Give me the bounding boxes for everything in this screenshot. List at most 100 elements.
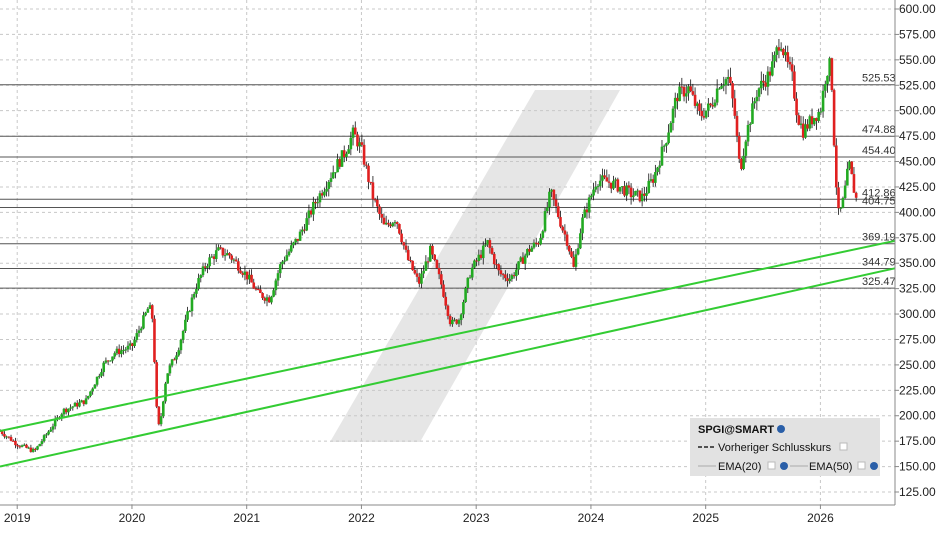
trendlines [0, 239, 896, 468]
candle-down [504, 274, 507, 279]
candle-down [239, 270, 242, 274]
candle-up [91, 388, 94, 392]
candle-down [362, 144, 366, 165]
candle-up [848, 161, 851, 169]
ema20-globe-icon[interactable] [780, 462, 788, 470]
candle-up [766, 71, 770, 87]
candle-down [643, 193, 646, 196]
candle-up [583, 209, 587, 218]
candle-down [64, 408, 68, 413]
candle-down [609, 182, 613, 189]
candle-down [150, 305, 154, 319]
candle-up [598, 180, 602, 187]
candle-down [815, 117, 818, 121]
candle-down [475, 260, 478, 262]
candle-down [417, 276, 421, 284]
candle-up [543, 211, 547, 232]
level-label: 454.40 [862, 145, 896, 157]
candle-up [270, 296, 273, 303]
candle-up [188, 311, 192, 313]
y-axis: 125.00 150.00 175.00 200.00 225.00 250.00 275.… [895, 2, 936, 499]
candle-down [852, 174, 856, 193]
candle-up [62, 408, 66, 415]
candle-down [506, 278, 509, 282]
candle-up [548, 191, 551, 208]
candle-up [336, 159, 339, 173]
candle-down [25, 444, 28, 448]
candle-down [230, 255, 233, 260]
ema50-globe-icon[interactable] [870, 462, 878, 470]
prev-close-checkbox-icon[interactable] [839, 442, 848, 451]
candle-down [698, 103, 701, 111]
candle-down [790, 64, 794, 72]
candle-down [435, 260, 439, 268]
candle-up [391, 223, 395, 227]
candle-up [139, 328, 143, 331]
candle-up [722, 85, 726, 87]
candle-down [245, 271, 249, 280]
candle-up [210, 256, 214, 258]
candle-up [248, 274, 251, 280]
candle-up [199, 275, 203, 278]
y-tick-label: 575.00 [899, 27, 936, 41]
candle-down [795, 98, 798, 116]
ema20-checkbox-icon[interactable] [767, 461, 776, 470]
candle-down [768, 71, 772, 76]
candle-down [616, 179, 620, 192]
candle-up [97, 375, 101, 377]
candle-down [219, 247, 222, 249]
candle-up [334, 172, 337, 174]
candle-up [281, 261, 284, 265]
candle-down [7, 436, 11, 438]
candle-up [581, 217, 584, 234]
candle-up [517, 261, 520, 270]
candle-down [565, 234, 569, 246]
candle-down [497, 264, 500, 271]
candle-down [651, 179, 655, 183]
candle-up [684, 93, 688, 97]
x-tick-label: 2022 [348, 511, 375, 525]
x-tick-label: 2024 [578, 511, 605, 525]
candle-down [806, 124, 809, 129]
candle-up [819, 111, 823, 113]
candle-up [669, 123, 673, 133]
candle-up [707, 103, 710, 111]
ema50-checkbox-icon[interactable] [857, 461, 866, 470]
y-tick-label: 600.00 [899, 2, 936, 16]
candle-down [488, 240, 492, 248]
candle-up [751, 103, 754, 124]
level-label: 404.75 [862, 196, 896, 208]
candle-up [486, 240, 489, 245]
candle-down [155, 362, 158, 407]
candle-up [620, 186, 624, 188]
legend-ema20: EMA(20) [718, 461, 761, 473]
candle-up [345, 153, 348, 158]
candle-down [490, 247, 494, 254]
candle-up [53, 419, 57, 427]
candle-up [47, 431, 50, 435]
candle-up [265, 297, 269, 301]
y-tick-label: 325.00 [899, 282, 936, 296]
candle-up [550, 189, 553, 192]
y-tick-label: 450.00 [899, 155, 936, 169]
candle-up [67, 408, 70, 413]
candle-up [5, 436, 8, 438]
candle-up [654, 172, 657, 183]
candle-down [411, 260, 414, 271]
candle-up [285, 255, 289, 261]
y-tick-label: 125.00 [899, 485, 936, 499]
candle-up [214, 250, 218, 259]
candle-up [823, 84, 827, 91]
candle-up [146, 308, 150, 313]
candle-up [466, 277, 470, 289]
globe-icon[interactable] [777, 425, 785, 433]
candle-up [272, 290, 275, 297]
candle-down [623, 186, 626, 196]
candle-down [131, 343, 134, 347]
candle-down [786, 52, 790, 62]
candle-up [704, 110, 708, 118]
candle-down [499, 270, 503, 275]
candle-down [356, 134, 359, 147]
candle-up [695, 103, 699, 106]
